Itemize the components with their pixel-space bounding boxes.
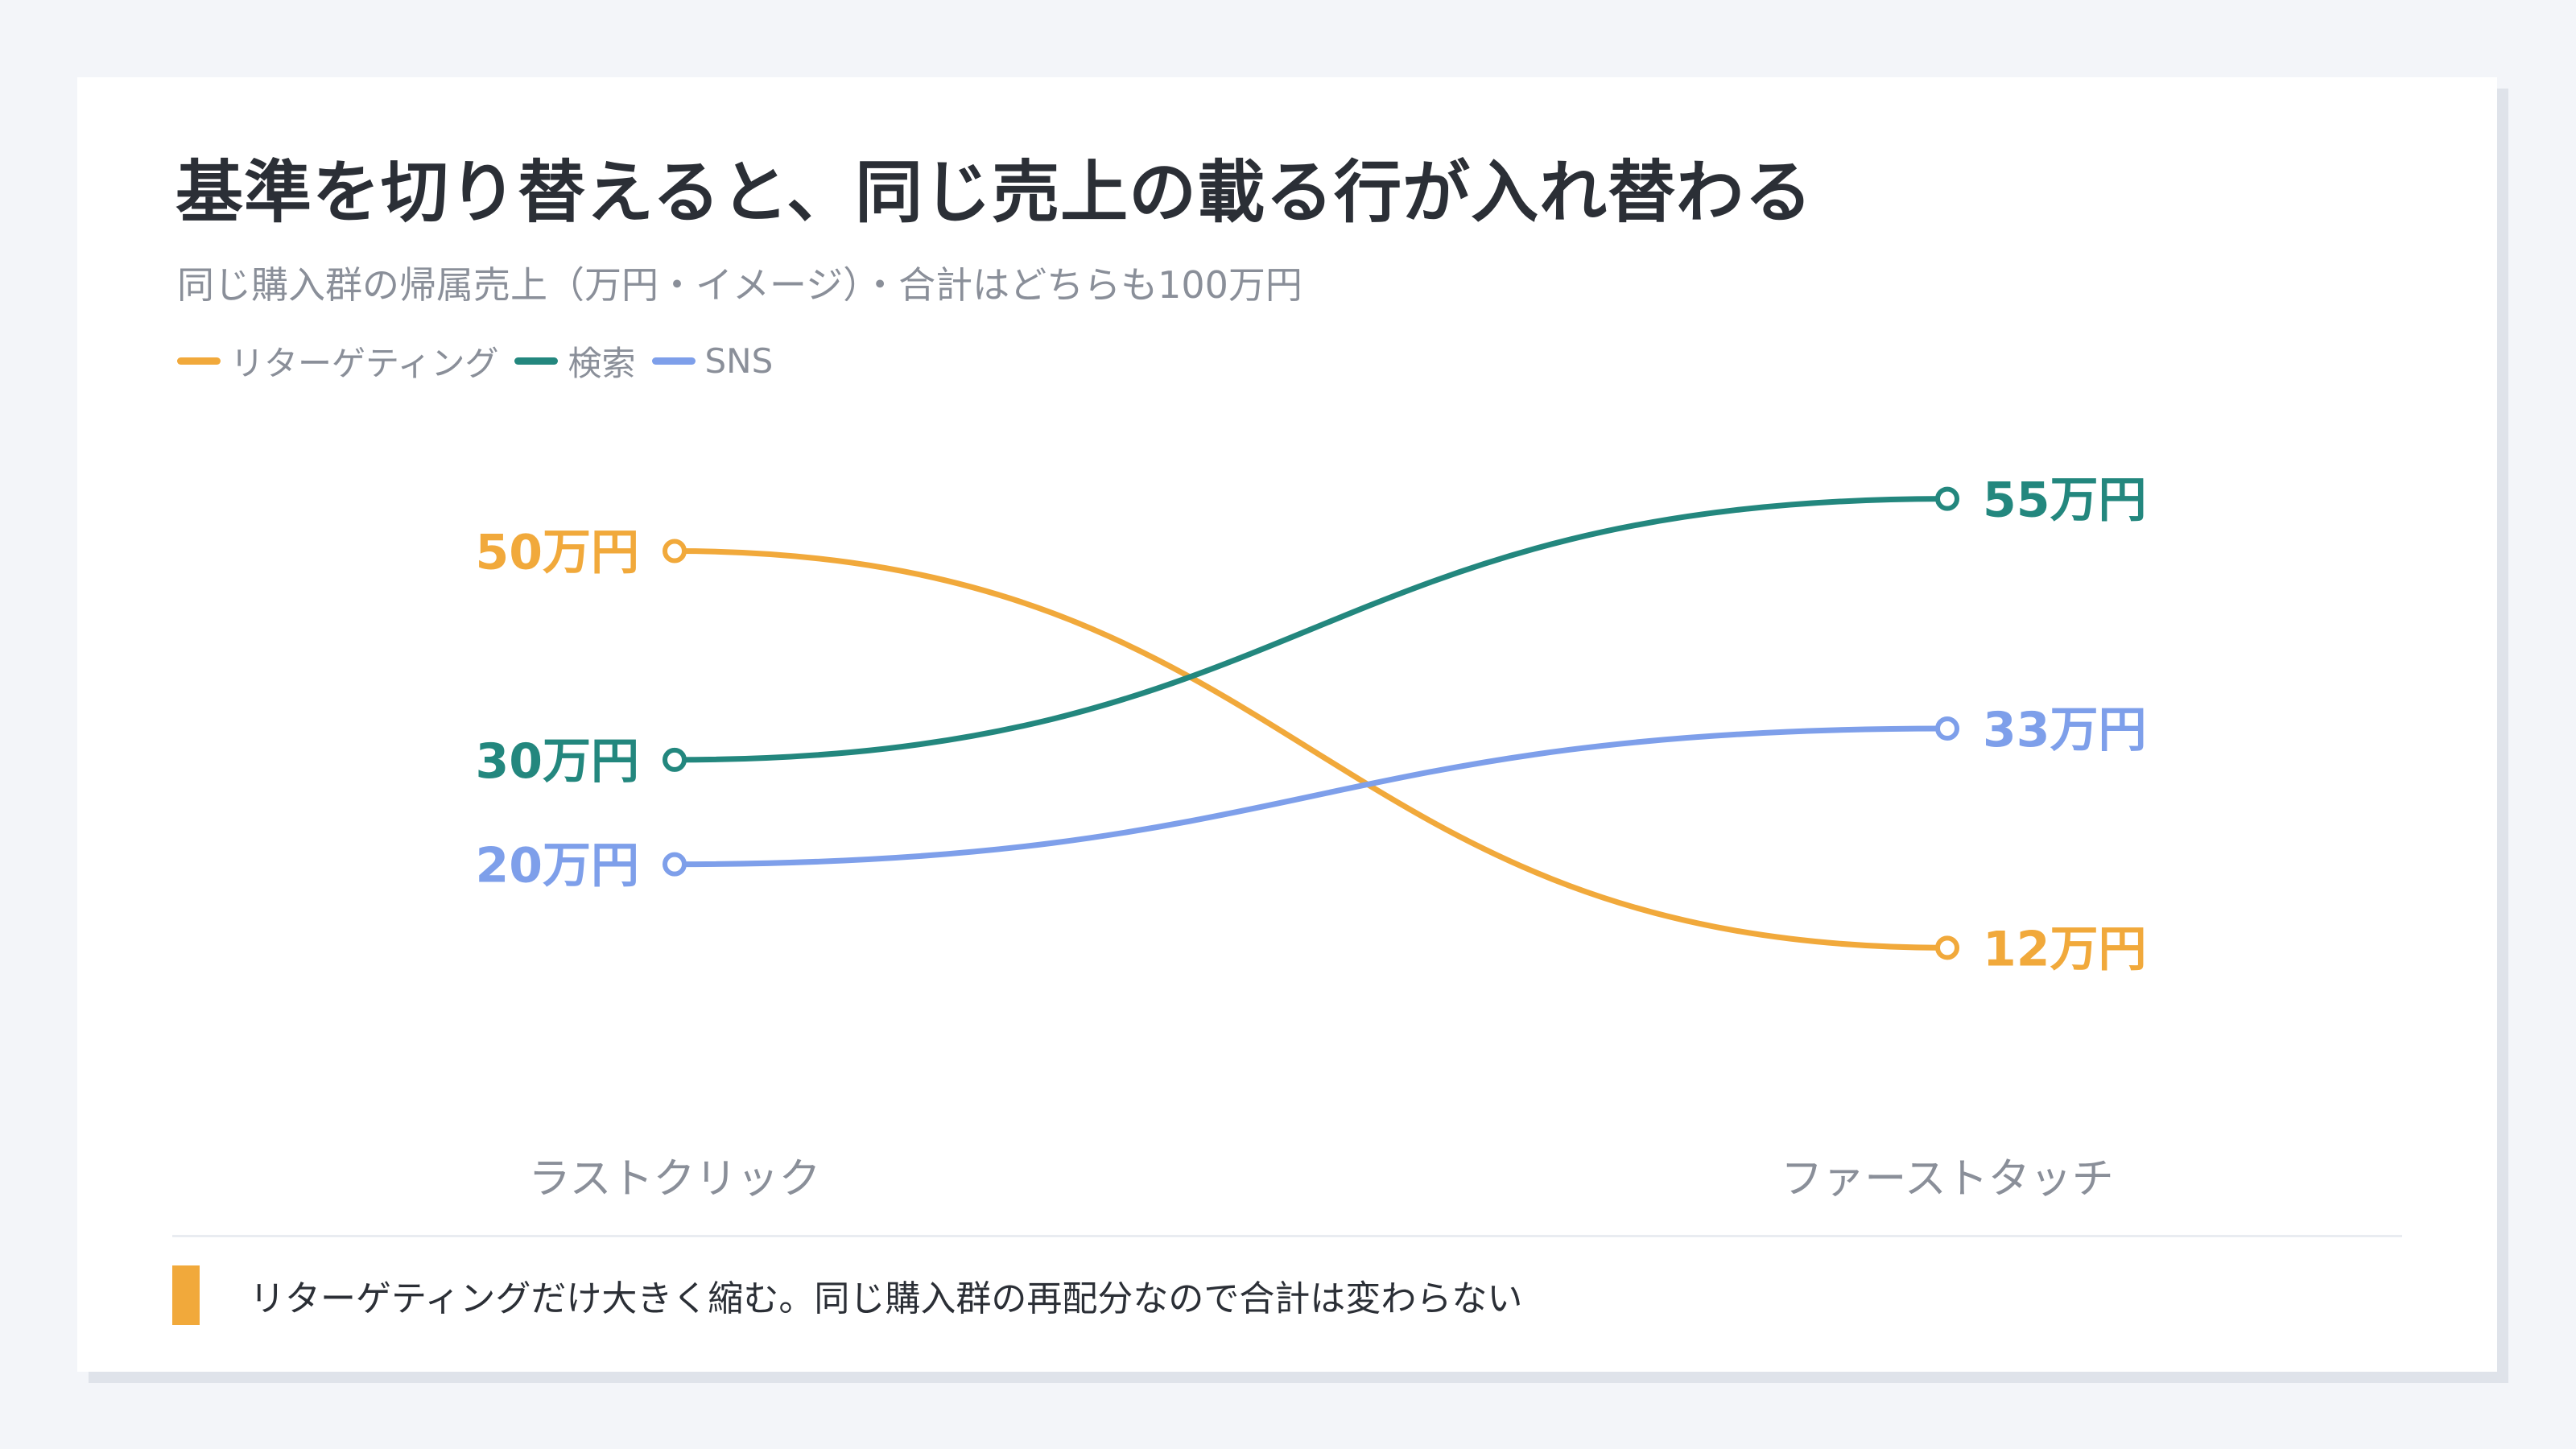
divider — [172, 1235, 2402, 1237]
data-label-retargeting-start: 50万円 — [476, 525, 640, 581]
category-label-last-click: ラストクリック — [529, 1155, 821, 1203]
legend-item-sns: SNS — [651, 341, 774, 381]
chart-subtitle: 同じ購入群の帰属売上（万円・イメージ）・合計はどちらも100万円 — [177, 263, 1302, 307]
series-line-retargeting — [671, 548, 1951, 951]
category-label-first-touch: ファーストタッチ — [1781, 1155, 2113, 1203]
chart-card: 基準を切り替えると、同じ売上の載る行が入れ替わる 同じ購入群の帰属売上（万円・イ… — [77, 77, 2497, 1372]
series-line-search — [671, 496, 1951, 763]
data-label-search-end: 55万円 — [1983, 473, 2147, 529]
point-retargeting-start — [663, 539, 687, 564]
note-accent-bar — [172, 1265, 200, 1325]
legend: リターゲティング 検索 SNS — [177, 336, 773, 386]
point-search-start — [663, 747, 687, 772]
footnote-text: リターゲティングだけ大きく縮む。同じ購入群の再配分なので合計は変わらない — [250, 1278, 1523, 1319]
data-label-sns-end: 33万円 — [1983, 702, 2147, 758]
data-label-retargeting-end: 12万円 — [1983, 921, 2147, 977]
point-retargeting-end — [1935, 935, 1959, 960]
legend-label-search: 検索 — [568, 344, 636, 383]
point-sns-end — [1935, 716, 1959, 741]
chart-title: 基準を切り替えると、同じ売上の載る行が入れ替わる — [175, 153, 1814, 232]
legend-swatch-retargeting — [177, 357, 221, 365]
footnote: リターゲティングだけ大きく縮む。同じ購入群の再配分なので合計は変わらない — [172, 1265, 1522, 1325]
legend-label-retargeting: リターゲティング — [230, 344, 499, 383]
legend-swatch-search — [514, 357, 559, 365]
point-search-end — [1935, 486, 1959, 511]
legend-item-retargeting: リターゲティング — [177, 336, 498, 386]
legend-label-sns: SNS — [704, 341, 774, 381]
point-sns-start — [663, 852, 687, 877]
legend-item-search: 検索 — [514, 336, 636, 386]
series-line-sns — [671, 725, 1951, 868]
data-label-sns-start: 20万円 — [476, 838, 640, 894]
data-label-search-start: 30万円 — [476, 733, 640, 790]
legend-swatch-sns — [651, 357, 696, 365]
